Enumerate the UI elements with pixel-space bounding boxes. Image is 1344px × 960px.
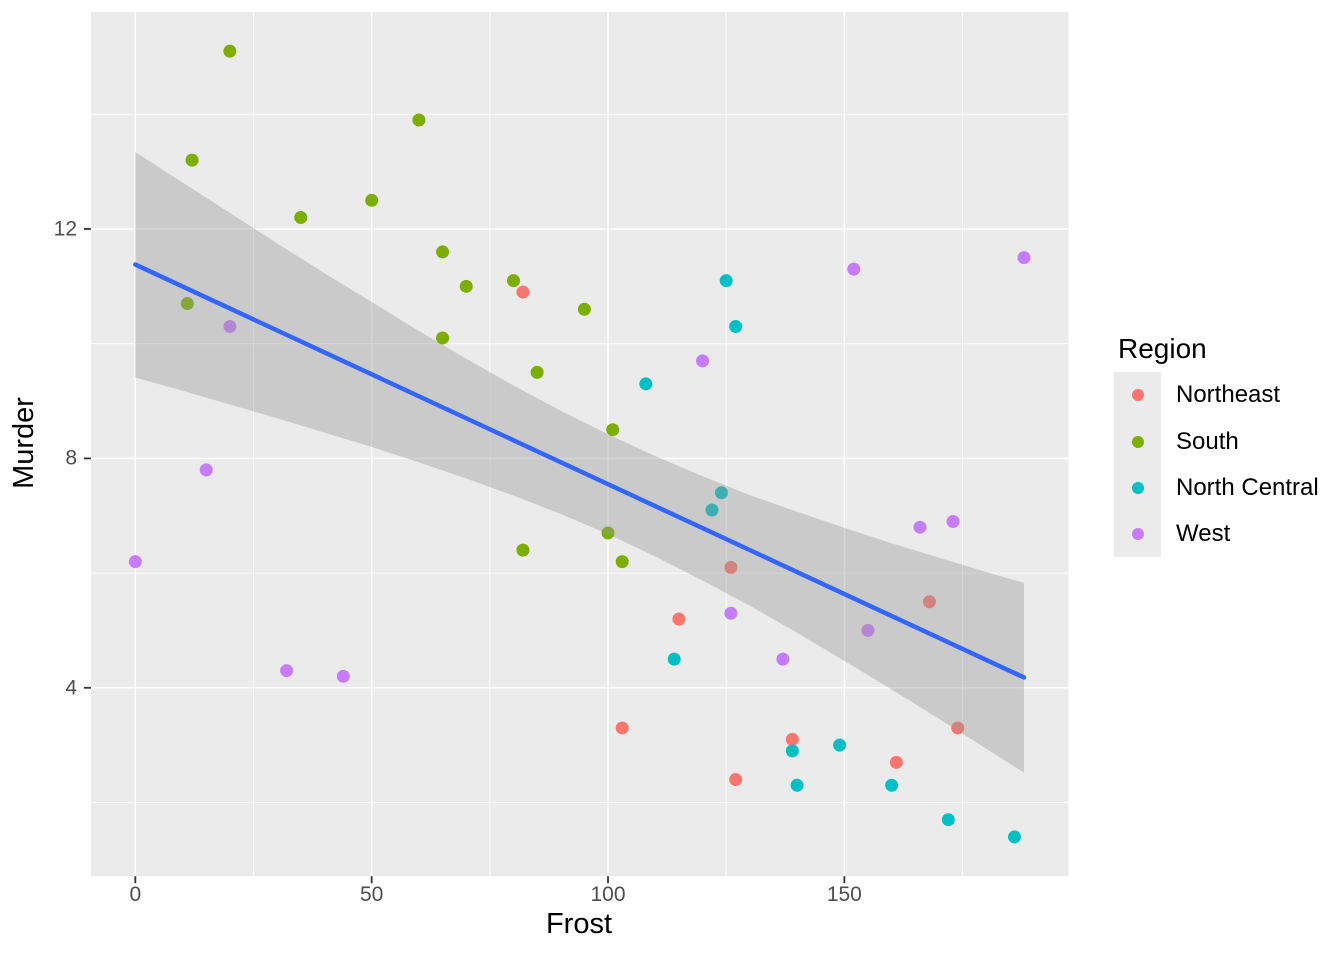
y-tick-label: 8 — [65, 446, 77, 470]
x-tick-label: 0 — [129, 883, 142, 907]
legend-item-south: South — [1114, 418, 1319, 465]
legend-key — [1114, 464, 1161, 512]
legend-key — [1114, 372, 1161, 419]
legend: Region Northeast South North Central Wes… — [1114, 333, 1319, 558]
legend-dot — [1131, 481, 1144, 494]
legend-label: Northeast — [1176, 381, 1281, 409]
legend-dot — [1131, 528, 1144, 541]
x-axis-title: Frost — [545, 908, 613, 940]
legend-dot — [1131, 389, 1144, 402]
x-tick-label: 50 — [359, 883, 384, 907]
x-tick-label: 100 — [590, 883, 626, 907]
legend-title: Region — [1118, 333, 1207, 364]
y-tick-label: 4 — [65, 676, 77, 700]
legend-item-north-central: North Central — [1114, 464, 1319, 512]
legend-label: West — [1176, 520, 1231, 548]
legend-item-west: West — [1114, 511, 1319, 558]
y-axis-title: Murder — [8, 397, 40, 489]
legend-dot — [1131, 435, 1144, 448]
x-tick-label: 150 — [826, 883, 862, 907]
y-tick-label: 12 — [53, 217, 77, 241]
legend-key — [1114, 418, 1161, 465]
legend-label: South — [1176, 427, 1239, 455]
legend-key — [1114, 511, 1161, 558]
legend-label: North Central — [1176, 473, 1319, 501]
legend-item-northeast: Northeast — [1114, 372, 1319, 419]
